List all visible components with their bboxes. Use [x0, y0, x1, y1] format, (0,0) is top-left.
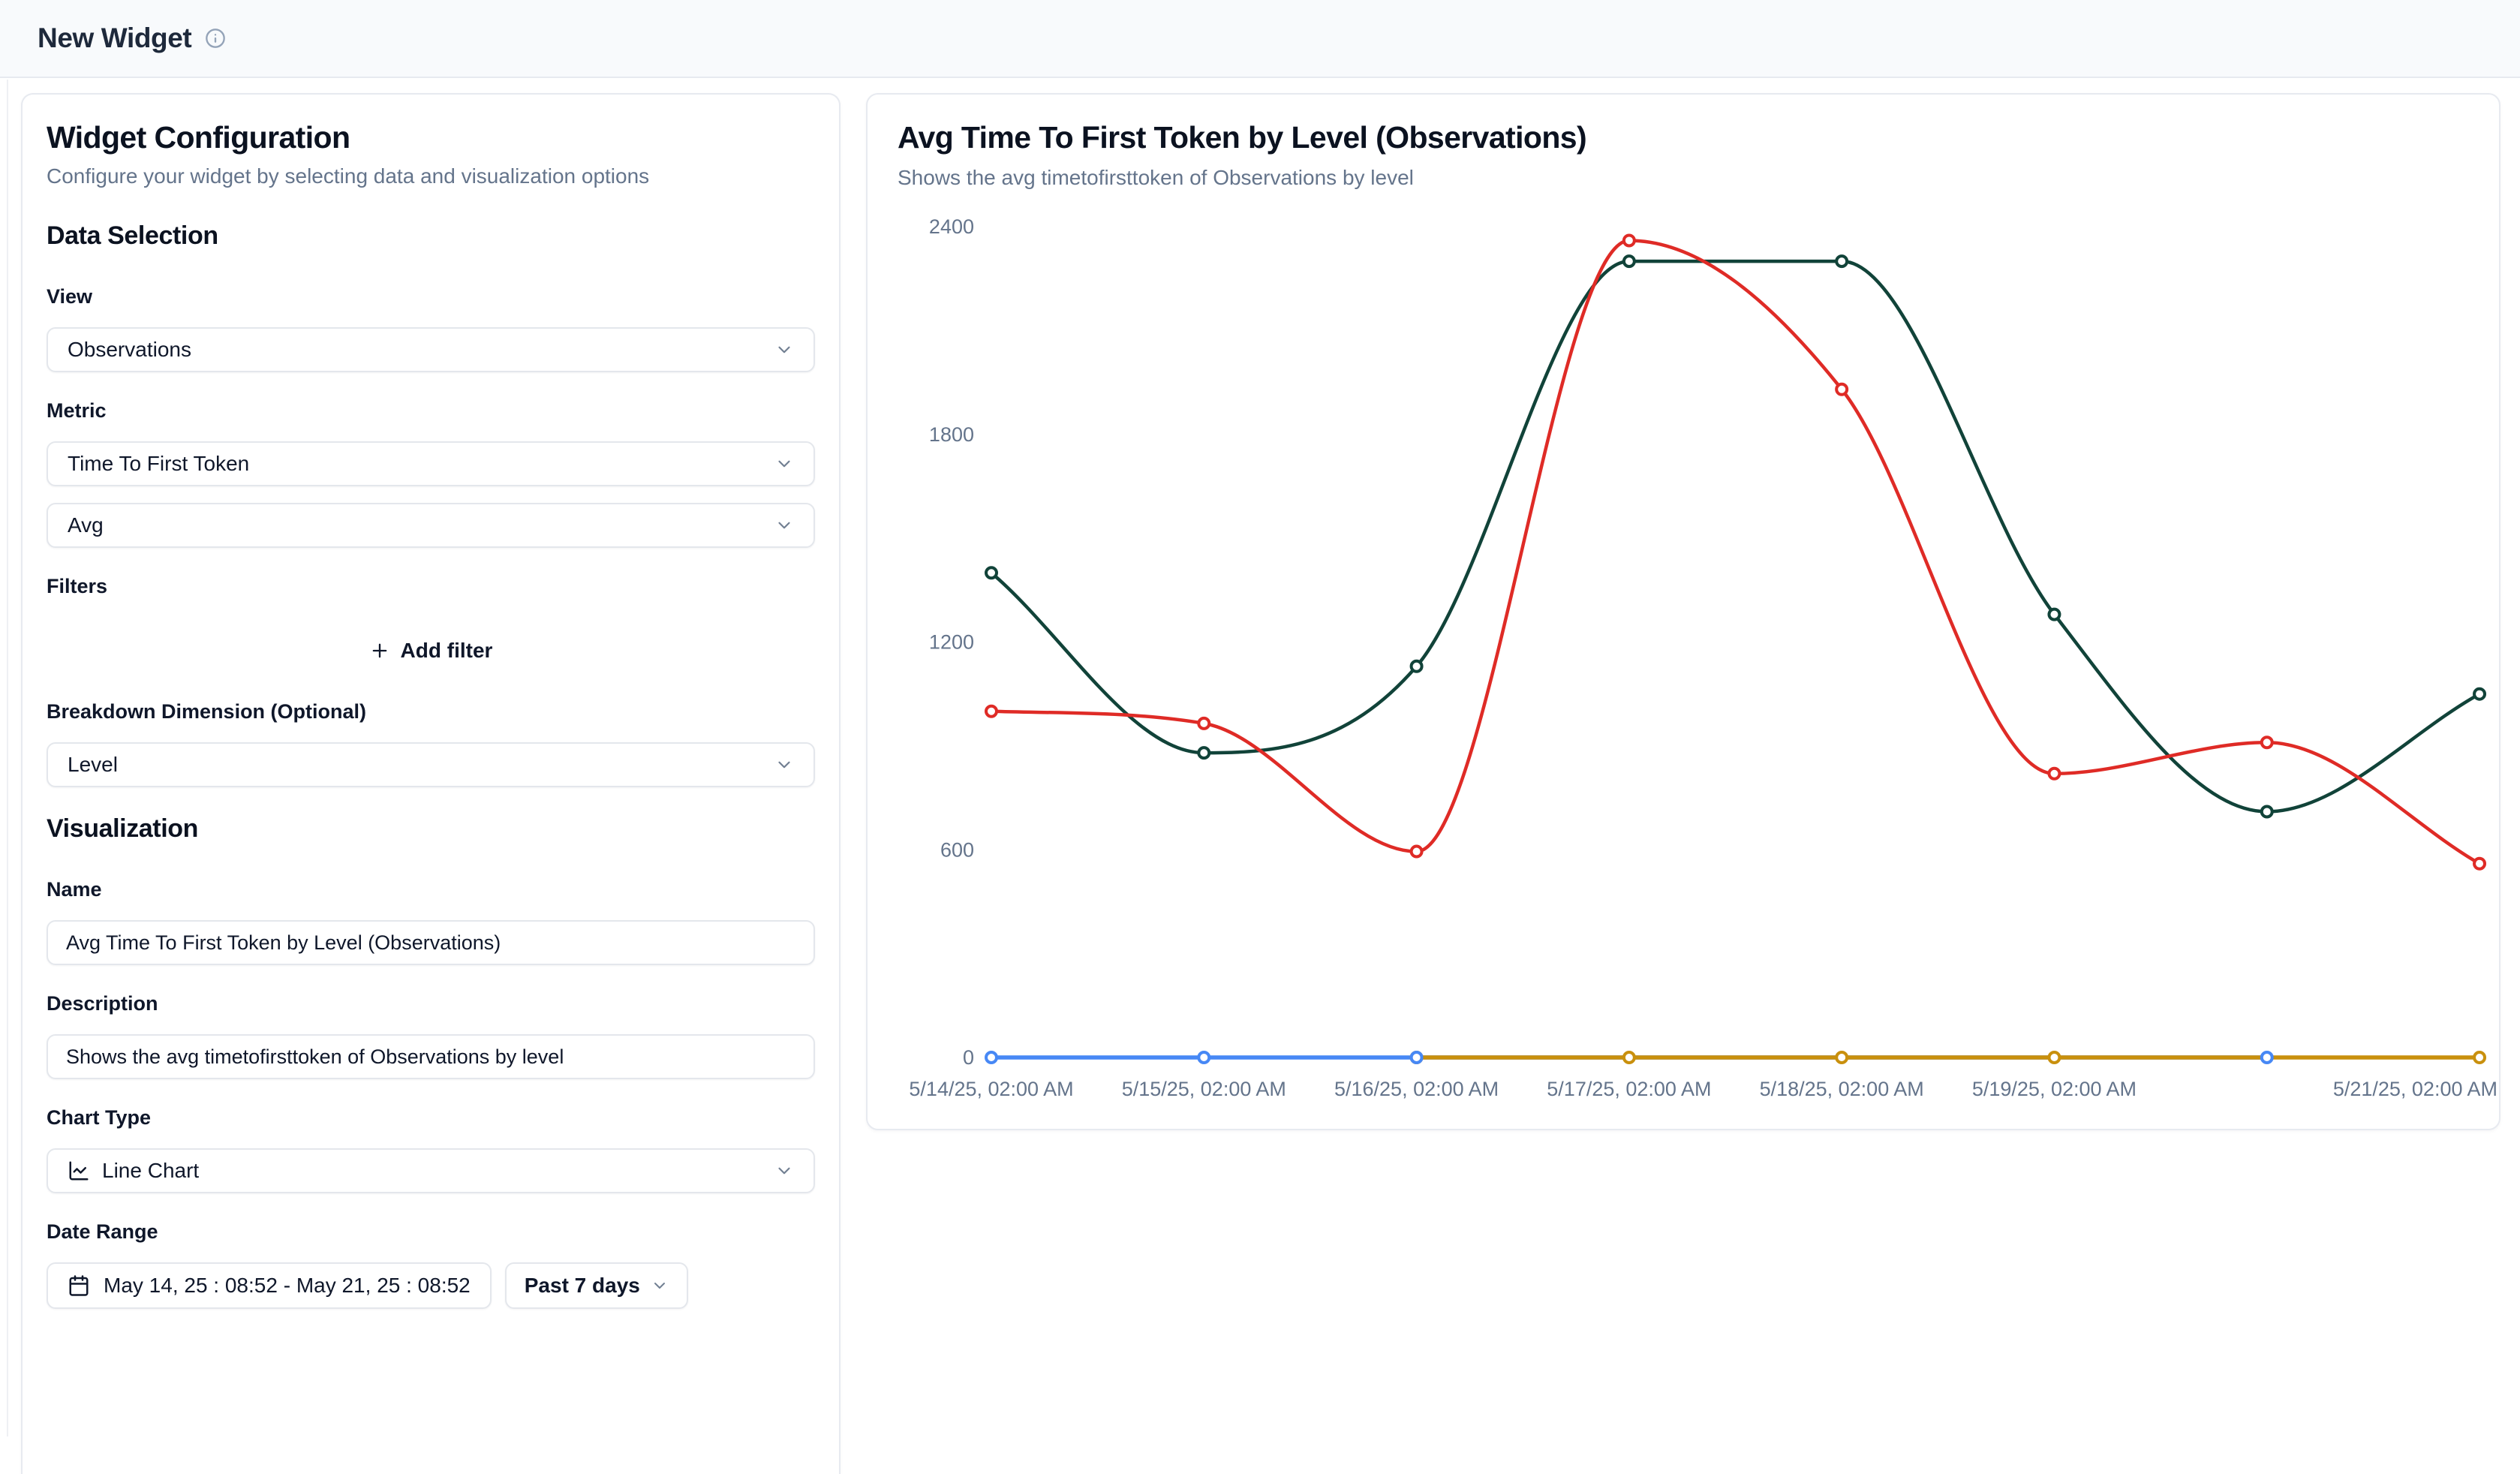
svg-text:5/15/25, 02:00 AM: 5/15/25, 02:00 AM: [1122, 1078, 1286, 1100]
name-input[interactable]: [47, 920, 815, 965]
metric-select[interactable]: Time To First Token: [47, 441, 815, 486]
chart-type-label: Chart Type: [47, 1106, 152, 1129]
svg-text:5/18/25, 02:00 AM: 5/18/25, 02:00 AM: [1760, 1078, 1924, 1100]
svg-text:5/14/25, 02:00 AM: 5/14/25, 02:00 AM: [909, 1078, 1073, 1100]
page-title: New Widget: [38, 23, 192, 53]
date-range-label: Date Range: [47, 1220, 158, 1243]
add-filter-label: Add filter: [400, 639, 493, 662]
svg-text:5/21/25, 02:00 AM: 5/21/25, 02:00 AM: [2333, 1078, 2497, 1100]
config-panel-subtitle: Configure your widget by selecting data …: [47, 164, 650, 188]
config-panel-title: Widget Configuration: [47, 120, 350, 155]
svg-text:600: 600: [940, 838, 974, 861]
line-chart[interactable]: 0 600 1200 1800 2400 5/14/25, 02:00 AM 5/15/25…: [868, 95, 2502, 1132]
date-preset-value: Past 7 days: [524, 1274, 640, 1297]
svg-text:5/16/25, 02:00 AM: 5/16/25, 02:00 AM: [1334, 1078, 1499, 1100]
page-left-divider: [7, 80, 8, 1436]
top-bar: New Widget: [0, 0, 2520, 78]
chart-type-select-value: Line Chart: [102, 1159, 200, 1182]
svg-text:2400: 2400: [929, 215, 974, 238]
add-filter-row: Add filter: [47, 631, 815, 670]
date-range-button[interactable]: May 14, 25 : 08:52 - May 21, 25 : 08:52: [47, 1262, 492, 1309]
breakdown-select[interactable]: Level: [47, 742, 815, 787]
chart-subtitle: Shows the avg timetofirsttoken of Observ…: [898, 166, 1414, 189]
name-label: Name: [47, 878, 102, 901]
chevron-down-icon: [774, 516, 794, 535]
chevron-down-icon: [774, 755, 794, 775]
chart-preview-panel: Avg Time To First Token by Level (Observ…: [866, 93, 2500, 1130]
plus-icon: [369, 640, 390, 661]
date-range-value: May 14, 25 : 08:52 - May 21, 25 : 08:52: [104, 1274, 471, 1297]
widget-configuration-panel: Widget Configuration Configure your widg…: [21, 93, 841, 1474]
svg-text:5/17/25, 02:00 AM: 5/17/25, 02:00 AM: [1547, 1078, 1711, 1100]
description-label: Description: [47, 992, 158, 1015]
view-select[interactable]: Observations: [47, 327, 815, 372]
date-range-row: May 14, 25 : 08:52 - May 21, 25 : 08:52 …: [47, 1262, 815, 1309]
calendar-icon: [68, 1274, 90, 1297]
date-preset-button[interactable]: Past 7 days: [504, 1262, 688, 1309]
view-label: View: [47, 285, 93, 308]
aggregation-select[interactable]: Avg: [47, 503, 815, 548]
chevron-down-icon: [651, 1277, 669, 1295]
svg-text:5/19/25, 02:00 AM: 5/19/25, 02:00 AM: [1972, 1078, 2137, 1100]
metric-select-value: Time To First Token: [68, 452, 250, 475]
svg-text:1200: 1200: [929, 631, 974, 654]
chevron-down-icon: [774, 454, 794, 474]
visualization-heading: Visualization: [47, 814, 199, 843]
chevron-down-icon: [774, 340, 794, 359]
filters-label: Filters: [47, 575, 108, 597]
add-filter-button[interactable]: Add filter: [356, 631, 507, 670]
aggregation-select-value: Avg: [68, 513, 104, 537]
breakdown-select-value: Level: [68, 753, 118, 776]
chart-type-select[interactable]: Line Chart: [47, 1148, 815, 1193]
line-chart-icon: [68, 1160, 90, 1182]
description-input[interactable]: [47, 1034, 815, 1079]
metric-label: Metric: [47, 399, 107, 422]
svg-text:1800: 1800: [929, 423, 974, 446]
view-select-value: Observations: [68, 338, 191, 361]
chart-title: Avg Time To First Token by Level (Observ…: [898, 120, 1587, 155]
breakdown-label: Breakdown Dimension (Optional): [47, 700, 367, 723]
chevron-down-icon: [774, 1161, 794, 1181]
svg-text:0: 0: [963, 1046, 974, 1069]
data-selection-heading: Data Selection: [47, 221, 218, 250]
info-icon[interactable]: [205, 28, 226, 49]
